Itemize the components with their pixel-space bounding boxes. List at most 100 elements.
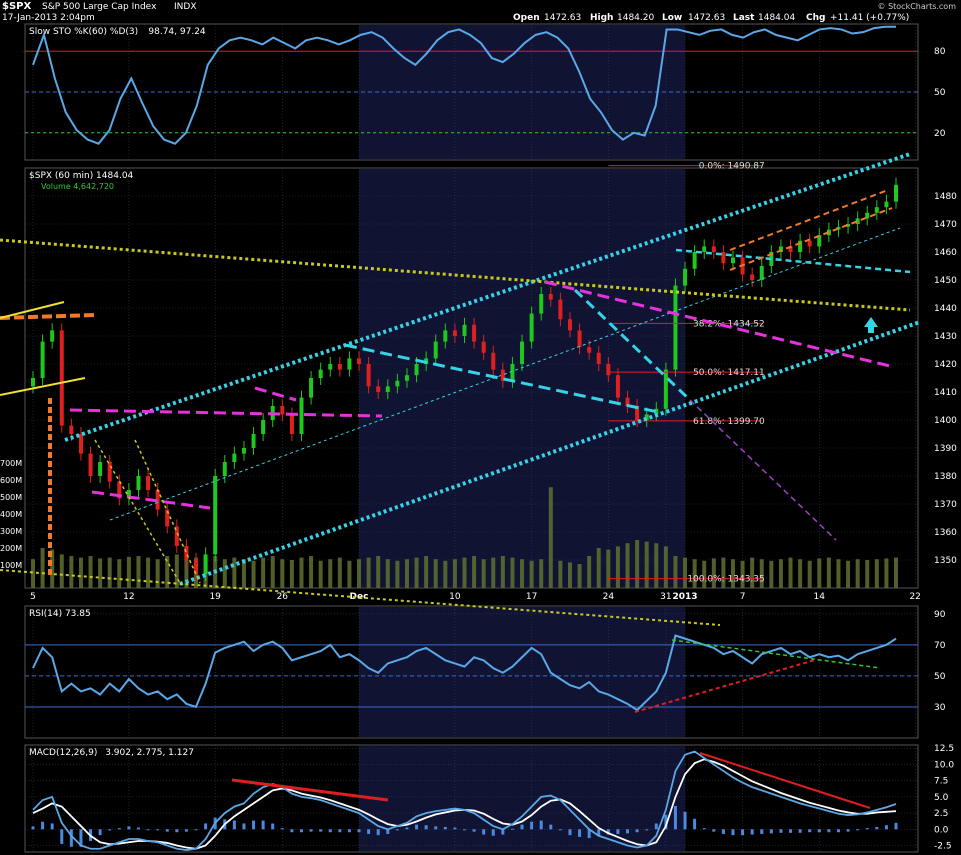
volume-bar bbox=[702, 560, 707, 588]
macd-histogram-bar bbox=[347, 829, 351, 833]
candle-body bbox=[299, 397, 304, 434]
x-tick-label: 7 bbox=[740, 592, 746, 602]
candle-body bbox=[711, 246, 716, 252]
indicator-line bbox=[32, 25, 896, 145]
volume-bar bbox=[558, 560, 563, 588]
macd-histogram-bar bbox=[184, 829, 188, 832]
volume-bar bbox=[472, 556, 477, 588]
volume-bar bbox=[625, 543, 630, 588]
macd-histogram-bar bbox=[194, 829, 198, 831]
candle-body bbox=[289, 414, 294, 434]
volume-bar bbox=[357, 559, 362, 588]
magenta-flag-line bbox=[69, 408, 383, 418]
volume-bar bbox=[107, 557, 112, 588]
y-tick-label: 10.0 bbox=[934, 760, 954, 770]
volume-tick-label: 200M bbox=[0, 544, 22, 553]
volume-bar bbox=[270, 556, 275, 588]
candle-body bbox=[337, 364, 342, 370]
volume-bar bbox=[347, 560, 352, 588]
macd-histogram-bar bbox=[50, 823, 54, 830]
macd-histogram-bar bbox=[875, 826, 879, 830]
macd-histogram-bar bbox=[798, 829, 802, 833]
candle-body bbox=[433, 341, 438, 359]
macd-histogram-bar bbox=[741, 829, 745, 836]
macd-histogram-bar bbox=[808, 829, 812, 833]
y-tick-label: 50 bbox=[934, 672, 946, 682]
macd-histogram-bar bbox=[127, 826, 131, 830]
volume-bar bbox=[615, 546, 620, 588]
volume-bar bbox=[865, 560, 870, 588]
volume-tick-label: 100M bbox=[0, 561, 22, 570]
macd-histogram-bar bbox=[894, 822, 898, 830]
y-tick-label: 1380 bbox=[934, 472, 957, 482]
candle-body bbox=[587, 347, 592, 353]
volume-bar bbox=[261, 557, 266, 588]
macd-histogram-bar bbox=[558, 829, 562, 831]
long-term-downtrend-line bbox=[0, 238, 911, 312]
macd-histogram-bar bbox=[750, 829, 754, 835]
macd-histogram-bar bbox=[568, 829, 572, 836]
candle-body bbox=[357, 358, 362, 364]
y-tick-label: 1440 bbox=[934, 304, 957, 314]
volume-bar bbox=[750, 557, 755, 588]
volume-bar bbox=[452, 559, 457, 588]
volume-bar bbox=[136, 556, 141, 588]
low-value: 1472.63 bbox=[688, 13, 725, 23]
volume-bar bbox=[644, 541, 649, 588]
panel-values-label: 98.74, 97.24 bbox=[148, 27, 206, 37]
y-tick-label: 1460 bbox=[934, 248, 957, 258]
candle-body bbox=[836, 226, 841, 230]
shaded-period bbox=[359, 607, 686, 737]
volume-bar bbox=[596, 548, 601, 588]
macd-histogram-bar bbox=[60, 829, 64, 844]
magenta-flag-line bbox=[91, 490, 211, 510]
volume-bar bbox=[855, 559, 860, 588]
volume-tick-label: 700M bbox=[0, 459, 22, 468]
volume-bar bbox=[462, 557, 467, 588]
macd-histogram-bar bbox=[856, 829, 860, 831]
macd-histogram-bar bbox=[731, 829, 735, 836]
x-tick-label: 19 bbox=[209, 592, 221, 602]
x-tick-label: 17 bbox=[526, 592, 537, 602]
volume-bar bbox=[337, 557, 342, 588]
volume-bar bbox=[683, 557, 688, 588]
macd-histogram-bar bbox=[386, 829, 390, 834]
volume-bar bbox=[232, 557, 237, 588]
price-panel: 1350136013701380139014001410142014301440… bbox=[0, 162, 957, 602]
macd-histogram-bar bbox=[587, 829, 591, 839]
macd-histogram-bar bbox=[242, 823, 246, 830]
candle-body bbox=[165, 509, 170, 527]
volume-bar bbox=[721, 557, 726, 588]
volume-bar bbox=[88, 556, 93, 588]
panel-title: MACD(12,26,9) bbox=[29, 748, 97, 758]
y-tick-label: -2.5 bbox=[934, 842, 952, 852]
lower-channel-line bbox=[179, 320, 921, 586]
macd-histogram-bar bbox=[31, 826, 35, 830]
x-tick-label: 10 bbox=[449, 592, 461, 602]
high-value: 1484.20 bbox=[617, 13, 654, 23]
macd-histogram-bar bbox=[41, 821, 45, 830]
volume-bar bbox=[318, 560, 323, 588]
open-value: 1472.63 bbox=[544, 13, 581, 23]
candle-body bbox=[625, 397, 630, 406]
rsi-panel: 30 50 70 90 RSI(14) 73.85 bbox=[24, 605, 946, 739]
candle-body bbox=[500, 369, 505, 381]
volume-bar bbox=[414, 557, 419, 588]
header-symbol: $SPX bbox=[2, 1, 31, 12]
candle-body bbox=[846, 224, 851, 227]
macd-histogram-bar bbox=[136, 827, 140, 830]
x-tick-label: 14 bbox=[814, 592, 826, 602]
volume-bar bbox=[663, 546, 668, 588]
candle-body bbox=[347, 358, 352, 370]
macd-histogram-bar bbox=[69, 829, 73, 847]
macd-histogram-bar bbox=[491, 829, 495, 836]
volume-bar bbox=[117, 559, 122, 588]
candle-body bbox=[404, 375, 409, 381]
candle-body bbox=[596, 352, 601, 364]
fib-level-label: 50.0%: 1417.11 bbox=[693, 368, 765, 378]
candle-body bbox=[750, 274, 755, 280]
volume-bar bbox=[280, 559, 285, 588]
macd-panel: -2.5 0.0 2.5 5.0 7.5 10.0 12.5 MACD(12,26,9) 3.9… bbox=[24, 744, 954, 853]
credit-text: © StockCharts.com bbox=[878, 2, 957, 11]
